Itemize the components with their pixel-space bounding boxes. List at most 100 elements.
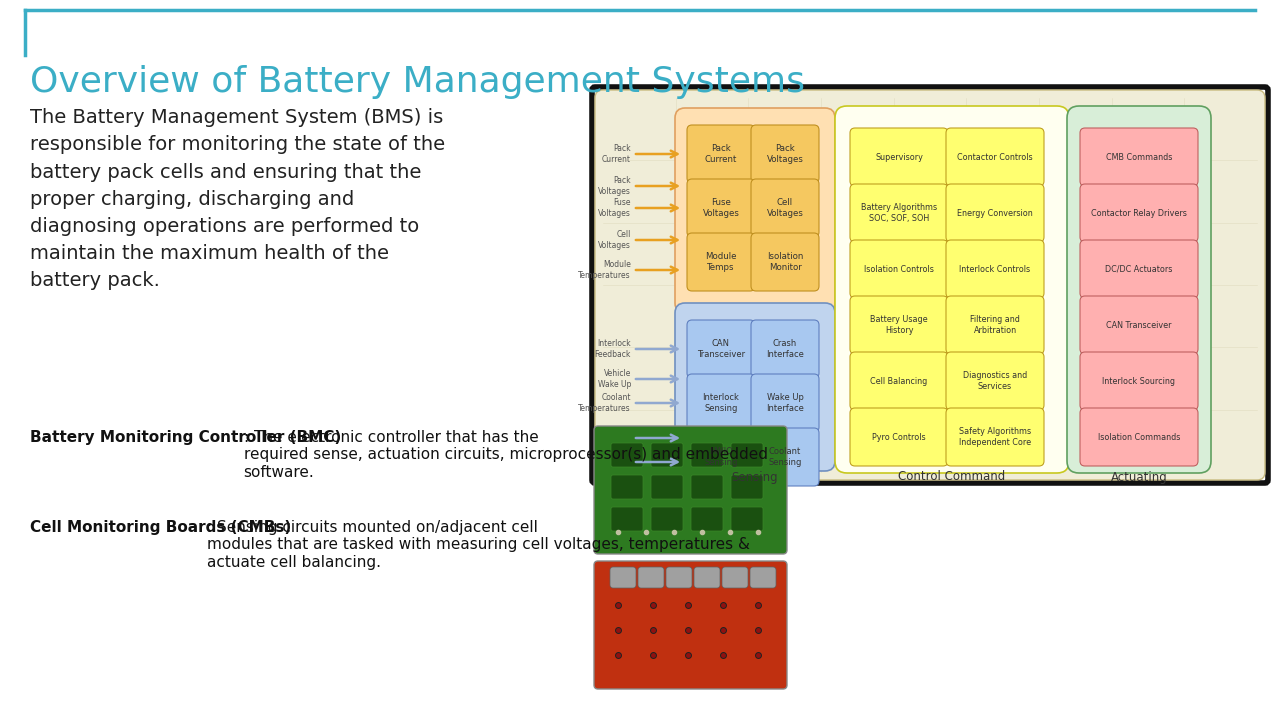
Text: Contactor Controls: Contactor Controls bbox=[957, 153, 1032, 162]
FancyBboxPatch shape bbox=[611, 475, 643, 499]
Text: Filtering and
Arbitration: Filtering and Arbitration bbox=[970, 315, 1020, 335]
Text: Pyro Controls: Pyro Controls bbox=[872, 433, 926, 441]
Text: CMB Commands: CMB Commands bbox=[1106, 153, 1172, 162]
FancyBboxPatch shape bbox=[687, 428, 755, 486]
FancyBboxPatch shape bbox=[851, 296, 948, 354]
FancyBboxPatch shape bbox=[1080, 352, 1198, 410]
FancyBboxPatch shape bbox=[1067, 106, 1211, 473]
FancyBboxPatch shape bbox=[610, 567, 635, 588]
FancyBboxPatch shape bbox=[851, 128, 948, 186]
FancyBboxPatch shape bbox=[731, 507, 763, 531]
Text: Isolation Controls: Isolation Controls bbox=[865, 265, 934, 273]
FancyBboxPatch shape bbox=[690, 507, 722, 531]
FancyBboxPatch shape bbox=[594, 561, 787, 689]
Text: Interlock Controls: Interlock Controls bbox=[959, 265, 1030, 273]
Text: Battery Algorithms
SOC, SOF, SOH: Battery Algorithms SOC, SOF, SOH bbox=[861, 203, 938, 223]
Text: CAN Transceiver: CAN Transceiver bbox=[1107, 321, 1172, 329]
FancyBboxPatch shape bbox=[749, 567, 776, 588]
FancyBboxPatch shape bbox=[687, 320, 755, 378]
Text: Pack
Current: Pack Current bbox=[602, 144, 632, 164]
Text: Supervisory: Supervisory bbox=[875, 153, 922, 162]
FancyBboxPatch shape bbox=[731, 475, 763, 499]
FancyBboxPatch shape bbox=[1080, 408, 1198, 466]
FancyBboxPatch shape bbox=[687, 179, 755, 237]
Text: : The electronic controller that has the
required sense, actuation circuits, mic: : The electronic controller that has the… bbox=[243, 430, 767, 479]
Text: Diagnostics and
Services: Diagnostics and Services bbox=[963, 371, 1027, 391]
FancyBboxPatch shape bbox=[687, 233, 755, 291]
FancyBboxPatch shape bbox=[687, 374, 755, 432]
FancyBboxPatch shape bbox=[851, 408, 948, 466]
FancyBboxPatch shape bbox=[690, 475, 722, 499]
FancyBboxPatch shape bbox=[945, 184, 1044, 242]
Text: Cell Balancing: Cell Balancing bbox=[870, 376, 927, 386]
FancyBboxPatch shape bbox=[592, 87, 1268, 483]
Text: HWIO
Sensing: HWIO Sensing bbox=[705, 447, 738, 466]
FancyBboxPatch shape bbox=[851, 240, 948, 298]
FancyBboxPatch shape bbox=[945, 408, 1044, 466]
Text: Pack
Voltages: Pack Voltages bbox=[598, 177, 632, 195]
FancyBboxPatch shape bbox=[675, 303, 835, 471]
Text: Wake Up
Interface: Wake Up Interface bbox=[766, 393, 804, 412]
FancyBboxPatch shape bbox=[675, 108, 835, 313]
FancyBboxPatch shape bbox=[851, 184, 948, 242]
Text: CAN
Channels: CAN Channels bbox=[596, 428, 632, 448]
Text: Vehicle
Wake Up: Vehicle Wake Up bbox=[598, 369, 632, 389]
FancyBboxPatch shape bbox=[1080, 184, 1198, 242]
FancyBboxPatch shape bbox=[611, 443, 643, 467]
Text: Coolant
Temperatures: Coolant Temperatures bbox=[579, 393, 632, 412]
FancyBboxPatch shape bbox=[611, 507, 643, 531]
FancyBboxPatch shape bbox=[835, 106, 1070, 473]
Text: The Battery Management System (BMS) is
responsible for monitoring the state of t: The Battery Management System (BMS) is r… bbox=[29, 108, 445, 291]
Text: Module
Temperatures: Module Temperatures bbox=[579, 260, 632, 280]
Text: Isolation Commands: Isolation Commands bbox=[1098, 433, 1180, 441]
FancyBboxPatch shape bbox=[666, 567, 692, 588]
Text: Safety Algorithms
Independent Core: Safety Algorithms Independent Core bbox=[959, 428, 1031, 447]
FancyBboxPatch shape bbox=[722, 567, 748, 588]
Text: Overview of Battery Management Systems: Overview of Battery Management Systems bbox=[29, 65, 804, 99]
FancyBboxPatch shape bbox=[1080, 240, 1198, 298]
FancyBboxPatch shape bbox=[651, 475, 683, 499]
Text: Battery Usage
History: Battery Usage History bbox=[870, 315, 927, 335]
Text: Coolant
Sensing: Coolant Sensing bbox=[769, 447, 802, 466]
FancyBboxPatch shape bbox=[751, 233, 819, 291]
FancyBboxPatch shape bbox=[751, 125, 819, 183]
Text: Cell
Voltages: Cell Voltages bbox=[766, 198, 803, 218]
FancyBboxPatch shape bbox=[1080, 296, 1198, 354]
Text: : Sensing circuits mounted on/adjacent cell
modules that are tasked with measuri: : Sensing circuits mounted on/adjacent c… bbox=[208, 520, 749, 570]
FancyBboxPatch shape bbox=[594, 426, 787, 554]
FancyBboxPatch shape bbox=[945, 128, 1044, 186]
Text: Pack
Voltages: Pack Voltages bbox=[766, 144, 803, 164]
Text: Contactor Relay Drivers: Contactor Relay Drivers bbox=[1091, 208, 1187, 218]
FancyBboxPatch shape bbox=[751, 428, 819, 486]
FancyBboxPatch shape bbox=[851, 352, 948, 410]
Text: Crash
Interface: Crash Interface bbox=[766, 340, 804, 359]
Text: CAN
Transceiver: CAN Transceiver bbox=[697, 340, 746, 359]
Text: Isolation
Monitor: Isolation Monitor bbox=[767, 252, 803, 272]
Text: Actuating: Actuating bbox=[1111, 471, 1167, 484]
Text: Module
Temps: Module Temps bbox=[706, 252, 737, 272]
Text: Control Command: Control Command bbox=[898, 471, 1006, 484]
Text: Interlock
Sensing: Interlock Sensing bbox=[702, 393, 739, 412]
FancyBboxPatch shape bbox=[651, 507, 683, 531]
FancyBboxPatch shape bbox=[751, 179, 819, 237]
Text: Fuse
Voltages: Fuse Voltages bbox=[598, 198, 632, 218]
FancyBboxPatch shape bbox=[945, 296, 1044, 354]
FancyBboxPatch shape bbox=[731, 443, 763, 467]
FancyBboxPatch shape bbox=[690, 443, 722, 467]
Text: Energy Conversion: Energy Conversion bbox=[957, 208, 1032, 218]
Text: Interlock Sourcing: Interlock Sourcing bbox=[1103, 376, 1176, 386]
FancyBboxPatch shape bbox=[945, 240, 1044, 298]
Text: Fuse
Voltages: Fuse Voltages bbox=[702, 198, 739, 218]
FancyBboxPatch shape bbox=[687, 125, 755, 183]
Text: Cell Monitoring Boards (CMBs): Cell Monitoring Boards (CMBs) bbox=[29, 520, 291, 535]
FancyBboxPatch shape bbox=[594, 90, 1266, 480]
Text: Cell
Voltages: Cell Voltages bbox=[598, 230, 632, 249]
FancyBboxPatch shape bbox=[651, 443, 683, 467]
Text: Interlock
Feedback: Interlock Feedback bbox=[594, 340, 632, 359]
Text: Sensing: Sensing bbox=[731, 471, 779, 484]
FancyBboxPatch shape bbox=[694, 567, 720, 588]
Text: Battery Monitoring Controller (BMC): Battery Monitoring Controller (BMC) bbox=[29, 430, 341, 445]
FancyBboxPatch shape bbox=[945, 352, 1044, 410]
Text: Pack
Current: Pack Current bbox=[705, 144, 737, 164]
FancyBboxPatch shape bbox=[751, 320, 819, 378]
